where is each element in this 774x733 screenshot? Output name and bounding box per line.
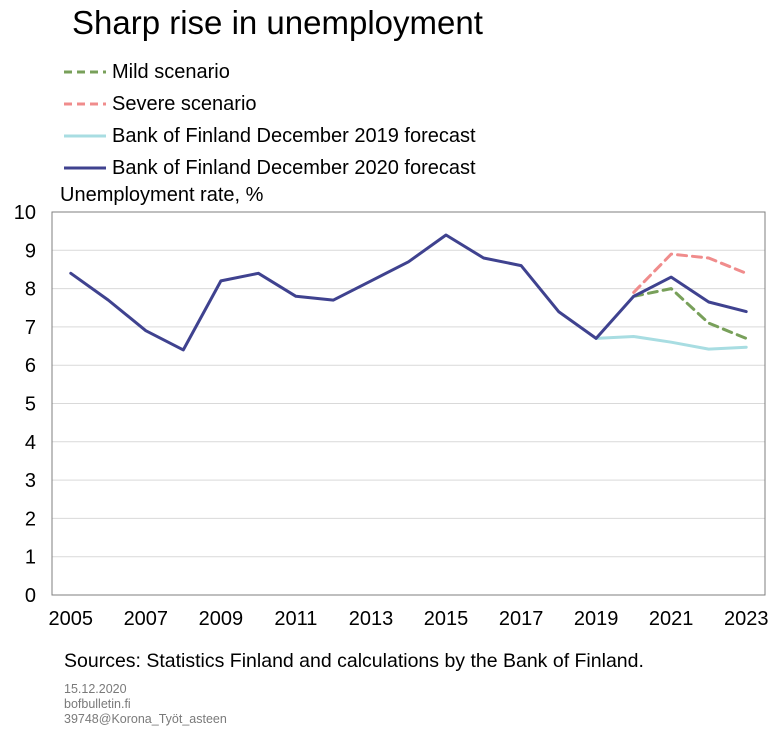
x-tick-label: 2007 [124,608,169,630]
y-tick-label: 9 [25,240,36,262]
legend-item-forecast-2020: Bank of Finland December 2020 forecast [62,152,476,184]
legend-swatch-forecast-2019 [64,134,106,138]
legend-label-mild: Mild scenario [112,60,230,83]
y-tick-label: 7 [25,317,36,339]
y-tick-label: 4 [25,432,36,454]
series-line-3 [69,233,748,352]
x-tick-label: 2005 [49,608,94,630]
x-tick-label: 2015 [424,608,469,630]
y-tick-label: 5 [25,394,36,416]
chart-title: Sharp rise in unemployment [72,4,483,41]
plot-frame [51,211,766,596]
legend-label-severe: Severe scenario [112,92,257,115]
legend-swatch-mild [64,70,106,74]
series-line-1 [632,252,748,294]
y-tick-label: 3 [25,470,36,492]
x-tick-label: 2021 [649,608,694,630]
legend-item-forecast-2019: Bank of Finland December 2019 forecast [62,120,476,152]
sources-note: Sources: Statistics Finland and calculat… [64,650,644,672]
legend-swatch-severe [64,102,106,106]
y-tick-label: 10 [14,202,36,224]
y-tick-label: 0 [25,585,36,607]
y-axis-label: Unemployment rate, % [60,184,264,206]
meta-date: 15.12.2020 [64,682,127,696]
meta-info: 15.12.2020 bofbulletin.fi 39748@Korona_T… [64,682,227,727]
series-line-0 [632,287,748,340]
legend-label-forecast-2019: Bank of Finland December 2019 forecast [112,124,476,147]
x-tick-label: 2013 [349,608,394,630]
meta-site: bofbulletin.fi [64,697,131,711]
y-tick-label: 6 [25,355,36,377]
x-tick-label: 2009 [199,608,244,630]
x-tick-label: 2023 [724,608,769,630]
y-tick-label: 8 [25,279,36,301]
legend-item-severe: Severe scenario [62,88,476,120]
y-tick-label: 1 [25,547,36,569]
y-tick-label: 2 [25,508,36,530]
legend-swatch-forecast-2020 [64,166,106,170]
x-tick-label: 2011 [274,608,317,630]
x-tick-label: 2017 [499,608,544,630]
series-line-2 [594,335,748,351]
legend-item-mild: Mild scenario [62,56,476,88]
x-tick-label: 2019 [574,608,619,630]
line-chart: 0 1 2 3 4 5 6 7 8 9 10 2005 2007 2009 2011 2013 2015 2017… [14,202,769,630]
legend: Mild scenario Severe scenario Bank of Fi… [62,56,476,184]
legend-label-forecast-2020: Bank of Finland December 2020 forecast [112,156,476,179]
meta-id: 39748@Korona_Työt_asteen [64,712,227,726]
